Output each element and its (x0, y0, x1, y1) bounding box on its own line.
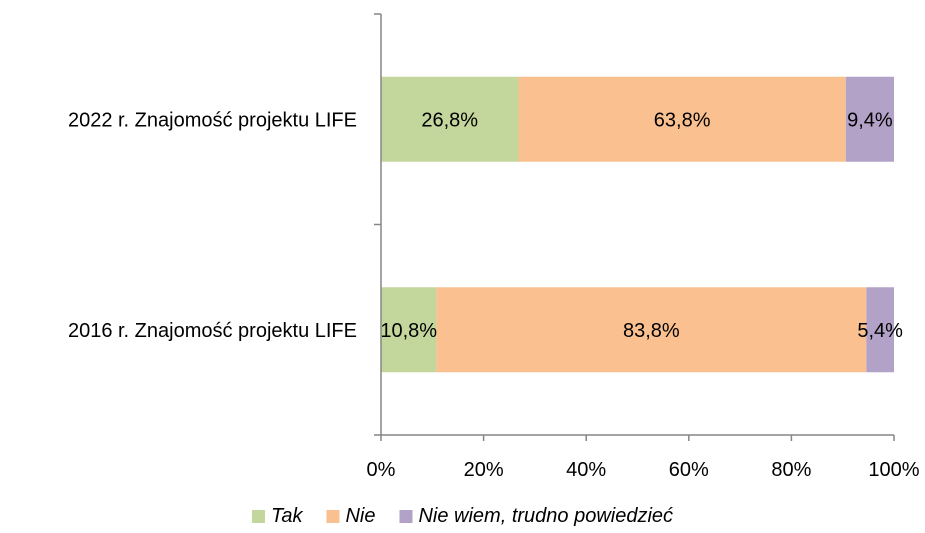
legend-swatch-3 (399, 510, 413, 523)
category-label-1: 2022 r. Znajomość projektu LIFE (68, 109, 357, 131)
data-labels-group: 26,8% 63,8% 9,4% 10,8% 83,8% 5,4% (380, 109, 903, 342)
data-label-2-category-1: 63,8% (654, 109, 711, 131)
legend-swatch-1 (251, 510, 265, 523)
bar-segment-2-category-1 (518, 76, 846, 162)
category-label-2: 2016 r. Znajomość projektu LIFE (68, 320, 357, 342)
x-tick-label-1: 0% (367, 459, 396, 481)
legend-label-2: Nie (345, 505, 375, 527)
bar-segment-3-category-1 (845, 76, 894, 162)
axes-group (374, 13, 895, 441)
x-tick-label-6: 100% (868, 459, 919, 481)
x-tick-label-4: 60% (669, 459, 709, 481)
legend-swatch-2 (326, 510, 340, 523)
tick-labels-group: 0% 20% 40% 60% 80% 100% (367, 459, 920, 481)
data-label-1-category-2: 10,8% (380, 320, 437, 342)
bars-group (381, 76, 894, 373)
data-label-2-category-2: 83,8% (623, 320, 680, 342)
x-tick-label-2: 20% (464, 459, 504, 481)
bar-segment-2-category-2 (436, 287, 867, 373)
category-labels-group: 2022 r. Znajomość projektu LIFE 2016 r. Z… (68, 109, 357, 342)
legend-label-1: Tak (271, 505, 304, 527)
bar-segment-1-category-2 (381, 287, 437, 373)
data-label-3-category-1: 9,4% (847, 109, 893, 131)
legend: Tak Nie Nie wiem, trudno powiedzieć (251, 505, 673, 527)
x-tick-label-5: 80% (771, 459, 811, 481)
bar-segment-3-category-2 (866, 287, 894, 373)
bar-segment-1-category-1 (381, 76, 519, 162)
data-label-1-category-1: 26,8% (421, 109, 478, 131)
x-tick-label-3: 40% (566, 459, 606, 481)
data-label-3-category-2: 5,4% (857, 320, 903, 342)
legend-label-3: Nie wiem, trudno powiedzieć (418, 505, 673, 527)
